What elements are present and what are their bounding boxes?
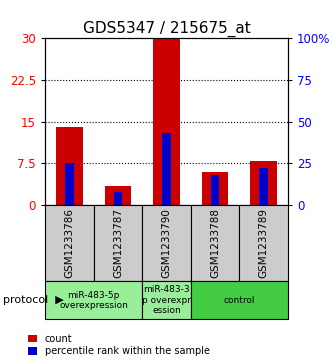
Bar — [211, 175, 219, 205]
Bar — [65, 163, 74, 205]
Bar — [105, 185, 131, 205]
Text: GSM1233789: GSM1233789 — [259, 208, 269, 278]
Text: miR-483-3
p overexpr
ession: miR-483-3 p overexpr ession — [142, 285, 191, 315]
Bar — [250, 160, 277, 205]
Bar — [56, 127, 83, 205]
Text: control: control — [224, 296, 255, 305]
Legend: count, percentile rank within the sample: count, percentile rank within the sample — [28, 334, 210, 356]
Text: GSM1233788: GSM1233788 — [210, 208, 220, 278]
Title: GDS5347 / 215675_at: GDS5347 / 215675_at — [83, 21, 250, 37]
Bar — [259, 168, 268, 205]
Bar — [153, 38, 180, 205]
Text: protocol  ▶: protocol ▶ — [3, 295, 64, 305]
Bar — [202, 172, 228, 205]
Text: GSM1233790: GSM1233790 — [162, 208, 171, 278]
Text: GSM1233787: GSM1233787 — [113, 208, 123, 278]
Bar — [162, 133, 171, 205]
Text: GSM1233786: GSM1233786 — [64, 208, 74, 278]
Bar — [114, 192, 122, 205]
Text: miR-483-5p
overexpression: miR-483-5p overexpression — [59, 291, 128, 310]
